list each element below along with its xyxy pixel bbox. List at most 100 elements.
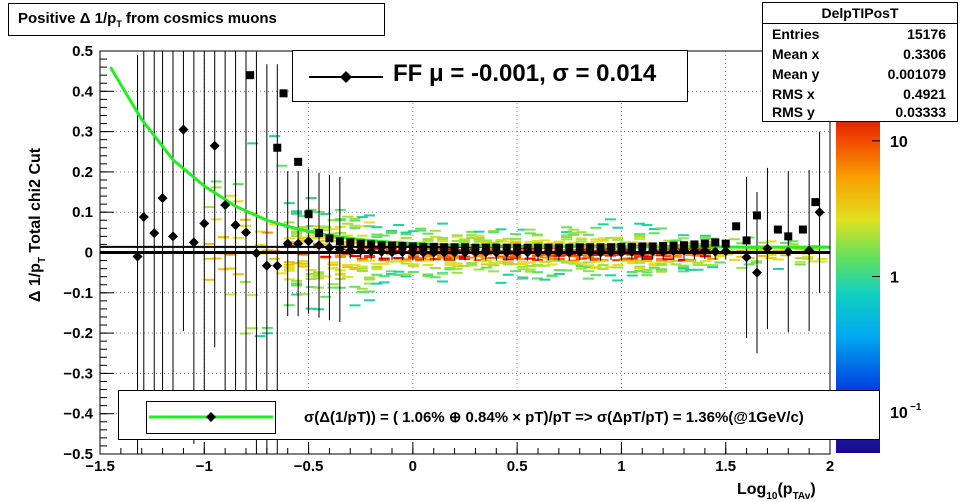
fit-legend-text: FF μ = -0.001, σ = 0.014 — [393, 60, 657, 87]
heatmap-cell — [641, 242, 653, 245]
x-tick-label: 0.5 — [507, 458, 528, 475]
heatmap-cell — [298, 237, 310, 240]
heatmap-cell — [291, 212, 303, 215]
heatmap-cell — [371, 273, 383, 276]
heatmap-cell — [707, 264, 719, 267]
heatmap-cell — [415, 258, 427, 261]
heatmap-cell — [422, 275, 434, 278]
heatmap-cell — [349, 241, 361, 244]
heatmap-cell — [356, 287, 368, 290]
heatmap-cell — [670, 253, 682, 256]
heatmap-cell — [590, 249, 602, 252]
heatmap-cell — [305, 275, 317, 278]
heatmap-cell — [597, 264, 609, 267]
heatmap-cell — [531, 277, 543, 280]
heatmap-cell — [597, 260, 609, 263]
mean-point — [132, 251, 143, 262]
heatmap-cell — [451, 235, 463, 238]
heatmap-cell — [327, 263, 339, 266]
heatmap-cell — [583, 233, 595, 236]
heatmap-cell — [699, 237, 711, 240]
mean-point — [553, 247, 564, 258]
heatmap-cell — [291, 235, 303, 238]
heatmap-cell — [648, 264, 660, 267]
mean-point — [626, 246, 637, 257]
heatmap-cell — [305, 269, 317, 272]
mean-point — [314, 240, 324, 251]
heatmap-cell — [269, 257, 281, 260]
heatmap-cell — [480, 263, 492, 266]
heatmap-cell — [787, 243, 799, 246]
heatmap-cell — [517, 277, 529, 280]
heatmap-cell — [327, 286, 339, 289]
mean-point — [418, 247, 429, 258]
heatmap-cell — [466, 262, 478, 265]
heatmap-cell — [597, 253, 609, 256]
mean-point — [752, 267, 762, 278]
mean-point — [658, 246, 669, 257]
mean-point — [251, 248, 262, 259]
heatmap-cell — [407, 264, 419, 267]
fit-legend: FF μ = -0.001, σ = 0.014 — [292, 50, 688, 102]
heatmap-cell — [531, 234, 543, 237]
heatmap-cell — [203, 242, 215, 245]
heatmap-cell — [422, 255, 434, 258]
heatmap-cell — [239, 280, 251, 283]
heatmap-cell — [291, 210, 303, 213]
stats-row-mean-y: Mean y 0.001079 — [772, 66, 946, 82]
heatmap-cell — [203, 278, 215, 281]
heatmap-cell — [480, 241, 492, 244]
heatmap-cell — [502, 273, 514, 276]
heatmap-cell — [437, 256, 449, 259]
sigma-point — [773, 225, 782, 234]
mean-point — [814, 207, 825, 218]
mean-point — [564, 247, 575, 258]
heatmap-cell — [772, 258, 784, 261]
heatmap-cell — [327, 267, 339, 270]
sigma-point — [711, 238, 720, 247]
heatmap-cell — [444, 248, 456, 251]
stats-title: DelpTIPosT — [763, 3, 957, 24]
heatmap-cell — [327, 219, 339, 222]
heatmap-cell — [400, 237, 412, 240]
heatmap-cell — [473, 255, 485, 258]
heatmap-cell — [422, 239, 434, 242]
heatmap-cell — [320, 275, 332, 278]
heatmap-cell — [349, 264, 361, 267]
heatmap-cell — [225, 267, 237, 270]
heatmap-cell — [371, 247, 383, 250]
heatmap-cell — [612, 236, 624, 239]
heatmap-cell — [422, 238, 434, 241]
mean-point — [668, 245, 679, 256]
heatmap-cell — [568, 232, 580, 235]
heatmap-cell — [524, 261, 536, 264]
z-tick-label: 10 — [890, 134, 908, 151]
heatmap-cell — [816, 260, 828, 263]
heatmap-cell — [356, 265, 368, 268]
sigma-point — [246, 71, 255, 80]
heatmap-cell — [765, 254, 777, 257]
heatmap-cell — [707, 257, 719, 260]
heatmap-cell — [809, 248, 821, 251]
heatmap-cell — [466, 256, 478, 259]
heatmap-cell — [590, 274, 602, 277]
heatmap-cell — [517, 268, 529, 271]
heatmap-cell — [239, 332, 251, 335]
heatmap-cell — [371, 226, 383, 229]
heatmap-cell — [327, 232, 339, 235]
heatmap-cell — [546, 255, 558, 258]
sigma-point — [461, 243, 469, 252]
sigma-point — [377, 241, 386, 250]
heatmap-cell — [364, 214, 376, 217]
heatmap-cell — [312, 210, 324, 213]
heatmap-cell — [458, 257, 470, 260]
heatmap-cell — [568, 249, 580, 252]
heatmap-cell — [283, 269, 295, 272]
mean-point — [491, 247, 502, 258]
heatmap-cell — [393, 260, 405, 263]
heatmap-cell — [634, 269, 646, 272]
heatmap-cell — [531, 241, 543, 244]
heatmap-cell — [510, 255, 522, 258]
heatmap-cell — [291, 211, 303, 214]
stats-row-rms-x: RMS x 0.4921 — [772, 86, 946, 102]
